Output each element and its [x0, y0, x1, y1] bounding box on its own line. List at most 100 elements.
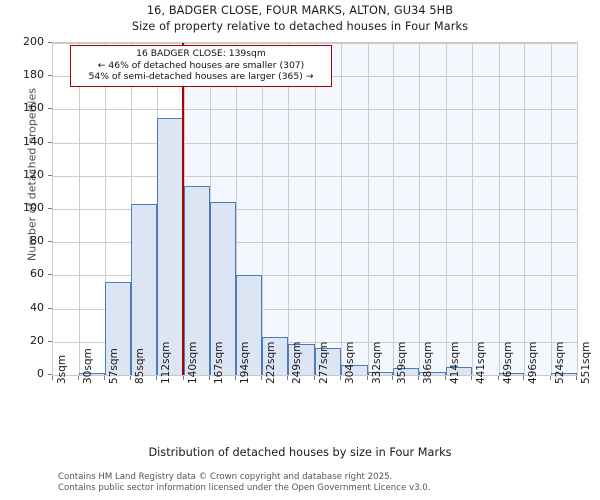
histogram-bar: [446, 366, 472, 375]
histogram-bar: [498, 373, 525, 375]
x-tick-label: 277sqm: [318, 341, 330, 384]
y-tick-mark: [48, 75, 52, 77]
y-tick-label: 20: [30, 333, 44, 347]
gridline-vertical: [262, 43, 264, 375]
histogram-bar: [288, 343, 315, 375]
x-tick-label: 304sqm: [343, 341, 356, 384]
y-tick-mark: [48, 42, 52, 43]
x-tick-mark: [77, 376, 79, 380]
gridline-vertical: [78, 43, 80, 375]
x-tick-label: 469sqm: [501, 341, 514, 384]
y-tick-label: 180: [23, 68, 44, 82]
annotation-callout: 16 BADGER CLOSE: 139sqm ← 46% of detache…: [70, 45, 332, 87]
y-tick-label: 100: [23, 201, 44, 214]
y-tick-mark: [48, 208, 52, 209]
gridline-vertical: [524, 43, 526, 375]
x-tick-mark: [314, 376, 315, 380]
y-tick-mark: [48, 141, 52, 143]
gridline-vertical: [446, 43, 447, 375]
x-tick-mark: [523, 376, 525, 380]
histogram-bar: [315, 348, 341, 375]
gridline-vertical: [104, 43, 106, 375]
histogram-bar: [393, 368, 420, 375]
y-tick-label: 120: [23, 167, 44, 181]
x-tick-label: 167sqm: [212, 341, 225, 384]
gridline-vertical: [288, 43, 290, 375]
x-tick-mark: [445, 376, 446, 380]
x-axis-title: Distribution of detached houses by size …: [148, 446, 452, 459]
x-tick-mark: [339, 376, 341, 380]
y-tick-label: 160: [23, 101, 44, 115]
x-tick-mark: [103, 376, 105, 380]
x-tick-label: 57sqm: [107, 348, 120, 384]
x-tick-mark: [208, 376, 210, 380]
footer-attribution: Contains HM Land Registry data © Crown c…: [58, 472, 598, 493]
gridline-vertical: [315, 43, 316, 375]
x-tick-mark: [183, 376, 184, 380]
x-tick-label: 496sqm: [527, 341, 540, 384]
x-tick-label: 414sqm: [449, 341, 461, 384]
x-tick-mark: [366, 376, 368, 380]
x-tick-label: 249sqm: [291, 341, 304, 384]
x-tick-mark: [576, 376, 577, 380]
y-tick-label: 60: [30, 267, 44, 281]
x-tick-mark: [497, 376, 499, 380]
x-tick-mark: [130, 376, 132, 380]
histogram-bar: [262, 336, 289, 375]
y-tick-mark: [48, 108, 52, 110]
gridline-vertical: [498, 43, 500, 375]
x-tick-label: 3sqm: [56, 354, 68, 384]
y-tick-label: 0: [37, 367, 44, 380]
histogram-bar: [78, 373, 105, 375]
x-tick-label: 85sqm: [134, 348, 147, 384]
histogram-bar: [419, 371, 446, 375]
x-tick-mark: [418, 376, 420, 380]
x-tick-label: 359sqm: [396, 341, 409, 384]
histogram-bar: [551, 373, 577, 375]
x-tick-mark: [470, 376, 472, 380]
y-tick-label: 40: [30, 300, 44, 314]
y-tick-label: 140: [23, 134, 44, 148]
y-tick-mark: [48, 174, 52, 176]
annotation-line-3: 54% of semi-detached houses are larger (…: [88, 71, 314, 82]
gridline-vertical: [551, 43, 553, 375]
histogram-bar: [235, 275, 263, 375]
annotation-line-1: 16 BADGER CLOSE: 139sqm: [136, 48, 266, 59]
y-tick-mark: [48, 374, 52, 375]
histogram-bar: [131, 204, 158, 375]
gridline-vertical: [340, 43, 342, 375]
histogram-bar: [209, 202, 236, 375]
x-tick-label: 112sqm: [160, 341, 173, 384]
y-tick-mark: [48, 241, 52, 243]
x-tick-label: 30sqm: [81, 348, 94, 384]
x-tick-label: 222sqm: [265, 341, 278, 384]
x-tick-mark: [52, 376, 53, 380]
gridline-vertical: [419, 43, 421, 375]
footer-line-2: Contains public sector information licen…: [58, 482, 431, 493]
plot-area: [52, 42, 578, 376]
x-tick-mark: [550, 376, 552, 380]
y-tick-label: 200: [23, 35, 44, 48]
chart-subtitle: Size of property relative to detached ho…: [131, 20, 469, 33]
property-marker-line: [182, 43, 184, 375]
histogram-bar: [367, 371, 394, 375]
x-tick-mark: [287, 376, 289, 380]
histogram-bar: [157, 117, 184, 375]
y-tick-label: 80: [30, 234, 44, 248]
x-tick-mark: [261, 376, 263, 380]
x-tick-mark: [392, 376, 394, 380]
y-tick-mark: [48, 274, 52, 276]
page-title: 16, BADGER CLOSE, FOUR MARKS, ALTON, GU3…: [146, 4, 454, 17]
x-tick-mark: [156, 376, 158, 380]
y-tick-mark: [48, 307, 52, 309]
x-tick-label: 551sqm: [580, 341, 592, 384]
y-tick-mark: [48, 340, 52, 342]
x-tick-label: 332sqm: [370, 341, 383, 384]
x-tick-label: 140sqm: [187, 341, 199, 384]
footer-line-1: Contains HM Land Registry data © Crown c…: [58, 472, 393, 482]
histogram-bar: [104, 282, 132, 375]
histogram-bar: [340, 365, 368, 375]
gridline-vertical: [235, 43, 237, 375]
gridline-vertical: [471, 43, 473, 375]
x-tick-label: 194sqm: [238, 341, 251, 384]
